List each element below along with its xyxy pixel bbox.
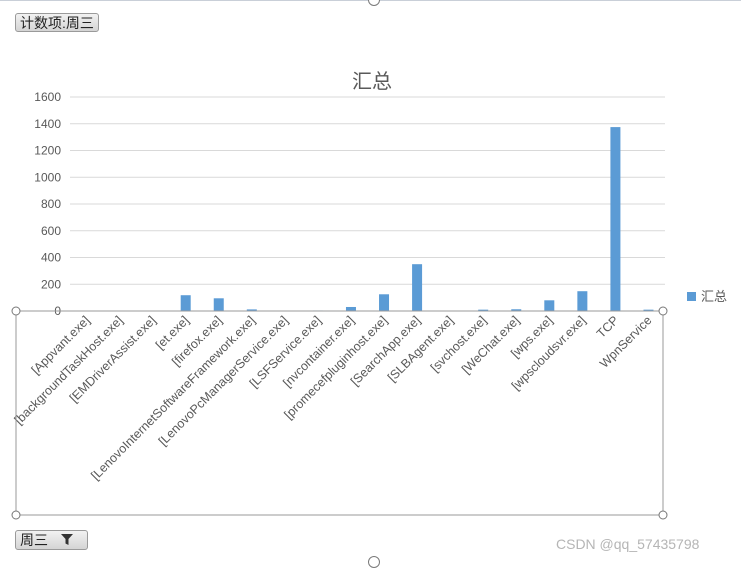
x-tick-label: [LSFService.exe] (247, 313, 324, 390)
x-tick-label: [EMDriverAssist.exe] (67, 313, 159, 405)
bar[interactable] (313, 310, 323, 311)
bar[interactable] (379, 294, 389, 311)
y-tick-label: 1400 (34, 117, 61, 131)
legend-label: 汇总 (701, 289, 727, 304)
bar[interactable] (511, 309, 521, 311)
plot-area-resize-handle[interactable] (12, 307, 20, 315)
bar[interactable] (346, 307, 356, 311)
y-tick-label: 1200 (34, 144, 61, 158)
x-tick-label: WpnService (597, 313, 655, 371)
x-tick-label: [LenovoPcManagerService.exe] (156, 313, 291, 448)
x-tick-label: [promecefpluginhost.exe] (281, 313, 390, 422)
x-tick-label: [firefox.exe] (169, 313, 225, 369)
x-tick-label: [LenovoInternetSoftwareFramework.exe] (88, 313, 258, 483)
y-tick-label: 200 (41, 277, 61, 291)
bar[interactable] (247, 309, 257, 311)
x-tick-label: [wps.exe] (508, 313, 555, 360)
value-field-label: 计数项:周三 (20, 15, 94, 31)
chart-resize-handle-top[interactable] (368, 0, 380, 6)
x-tick-label: [et.exe] (153, 313, 192, 352)
chart-resize-handle-bottom[interactable] (368, 556, 380, 568)
x-tick-label: [SearchApp.exe] (348, 313, 423, 388)
bar[interactable] (181, 295, 191, 311)
y-tick-label: 400 (41, 251, 61, 265)
watermark: CSDN @qq_57435798 (556, 536, 699, 552)
x-tick-label: [Appvant.exe] (29, 313, 93, 377)
x-tick-label: [SLBAgent.exe] (385, 313, 456, 384)
plot-area-resize-handle[interactable] (659, 511, 667, 519)
bar[interactable] (412, 264, 422, 311)
bar[interactable] (643, 310, 653, 311)
y-tick-label: 600 (41, 224, 61, 238)
y-tick-label: 1000 (34, 170, 61, 184)
axis-field-label: 周三 (20, 532, 48, 548)
bar[interactable] (478, 310, 488, 311)
y-tick-label: 1600 (34, 90, 61, 104)
value-field-button[interactable]: 计数项:周三 (15, 13, 99, 32)
chart-title: 汇总 (352, 70, 392, 93)
y-tick-label: 0 (54, 304, 61, 318)
x-tick-label: [nvcontainer.exe] (280, 313, 357, 390)
axis-field-button[interactable]: 周三 (15, 530, 88, 550)
x-tick-label: [backgroundTaskHost.exe] (12, 313, 126, 427)
x-tick-label: TCP (594, 313, 622, 341)
filter-icon[interactable] (60, 532, 74, 551)
bar[interactable] (214, 298, 224, 311)
bar[interactable] (610, 127, 620, 311)
plot-area-resize-handle[interactable] (12, 511, 20, 519)
plot-area-selection-frame (16, 311, 663, 515)
plot-area-resize-handle[interactable] (659, 307, 667, 315)
x-tick-label: [wpscloudsvr.exe] (509, 313, 589, 393)
x-tick-label: [WeChat.exe] (459, 313, 522, 376)
bar[interactable] (544, 300, 554, 311)
legend: 汇总 (687, 289, 727, 304)
y-tick-label: 800 (41, 197, 61, 211)
x-tick-label: [svchost.exe] (428, 313, 489, 374)
bar[interactable] (577, 291, 587, 311)
legend-swatch (687, 292, 696, 301)
